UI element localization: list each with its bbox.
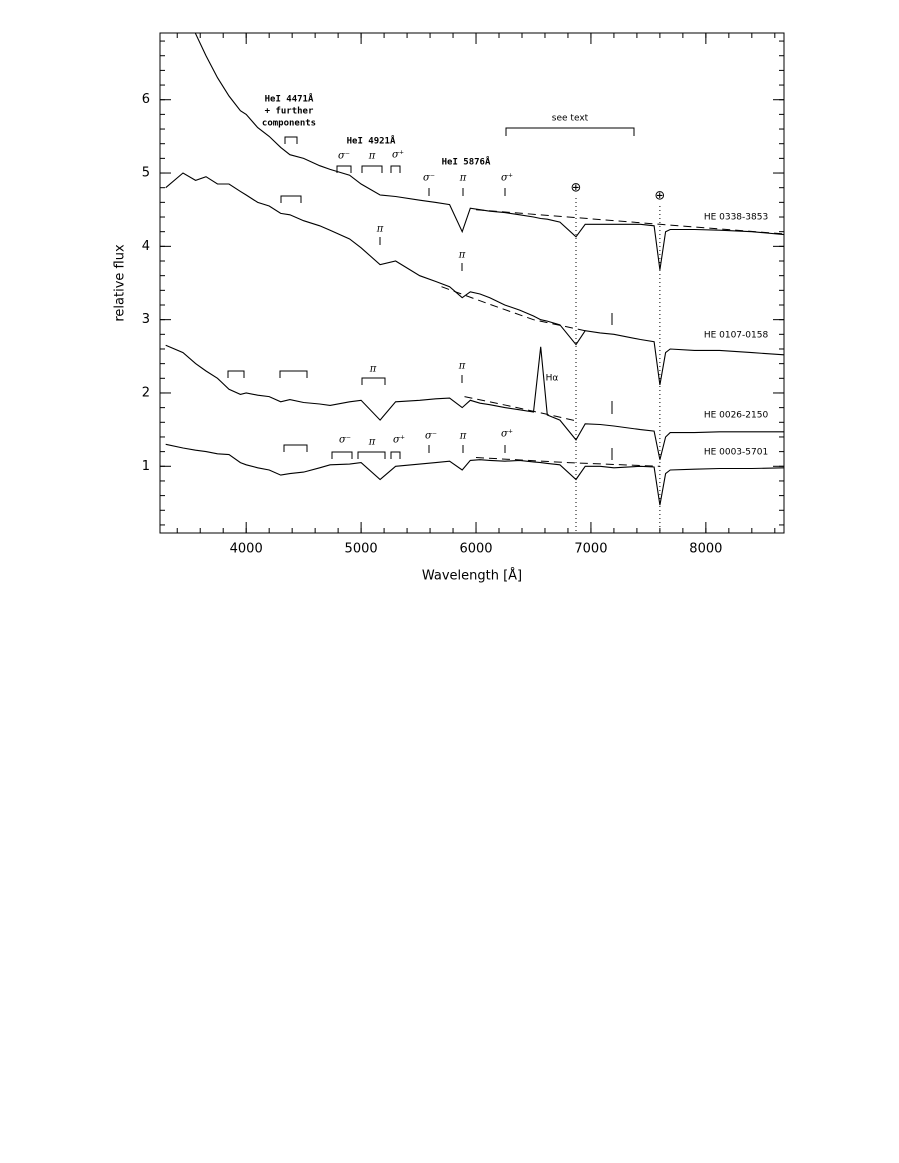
- y-axis-label: relative flux: [113, 244, 128, 322]
- series-label: HE 0003-5701: [704, 448, 768, 458]
- line-component-label: π: [368, 151, 376, 162]
- annotation: HeI 4921Å: [347, 136, 396, 147]
- y-tick-label: 1: [142, 459, 150, 474]
- line-component-label: π: [459, 173, 467, 184]
- spectrum-line: [165, 344, 784, 460]
- line-component-label: π: [376, 224, 384, 235]
- line-component-label: π: [458, 250, 466, 261]
- continuum-line: [464, 396, 577, 422]
- line-component-label: σ⁺: [392, 150, 404, 161]
- x-tick-label: 4000: [230, 542, 263, 557]
- line-markers: [227, 127, 635, 460]
- y-tick-label: 6: [142, 92, 150, 107]
- continuum-line: [475, 457, 660, 467]
- series-label: HE 0107-0158: [704, 331, 769, 341]
- line-component-label: σ⁺: [501, 429, 513, 440]
- y-tick-label: 3: [142, 312, 150, 327]
- annotation: components: [262, 119, 316, 129]
- spectrum-line: [194, 33, 784, 270]
- annotation: HeI 5876Å: [442, 157, 491, 168]
- annotation: Hα: [546, 374, 559, 384]
- line-component-label: σ⁻: [338, 151, 350, 162]
- plot-frame: [159, 32, 785, 534]
- continuum-line: [475, 209, 784, 235]
- annotation: + further: [265, 107, 314, 117]
- line-component-label: σ⁻: [339, 435, 351, 446]
- line-component-label: σ⁺: [393, 435, 405, 446]
- annotation: see text: [552, 114, 589, 124]
- y-tick-label: 4: [142, 239, 150, 254]
- x-tick-label: 8000: [689, 542, 722, 557]
- spectrum-line: [165, 172, 784, 385]
- y-tick-label: 2: [142, 385, 150, 400]
- plot-lines: [165, 33, 784, 506]
- spectrum-line: [165, 443, 784, 506]
- series-label: HE 0026-2150: [704, 411, 769, 421]
- y-tick-label: 5: [142, 166, 150, 181]
- telluric-symbol: ⊕: [654, 189, 665, 204]
- x-axis-label: Wavelength [Å]: [422, 568, 522, 584]
- line-component-label: σ⁻: [423, 173, 435, 184]
- line-component-label: σ⁺: [501, 173, 513, 184]
- line-component-label: π: [459, 431, 467, 442]
- line-component-label: π: [369, 364, 377, 375]
- x-tick-label: 7000: [574, 542, 607, 557]
- line-component-label: σ⁻: [425, 431, 437, 442]
- x-tick-label: 6000: [459, 542, 492, 557]
- annotation: HeI 4471Å: [265, 94, 314, 105]
- x-tick-label: 5000: [345, 542, 378, 557]
- series-label: HE 0338-3853: [704, 213, 768, 223]
- line-component-label: π: [368, 437, 376, 448]
- telluric-symbol: ⊕: [571, 181, 582, 196]
- line-component-label: π: [458, 361, 466, 372]
- continuum-line: [441, 286, 586, 332]
